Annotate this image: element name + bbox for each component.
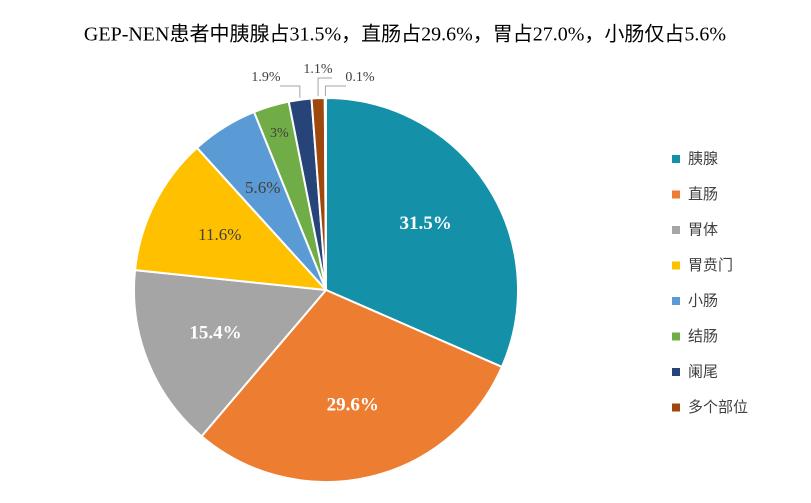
- data-label: 1.1%: [303, 62, 333, 77]
- data-label: 15.4%: [189, 323, 241, 344]
- data-label: 1.9%: [251, 70, 281, 85]
- pie-slice: [325, 96, 519, 369]
- legend-label: 直肠: [688, 185, 718, 203]
- data-label: 11.6%: [198, 225, 241, 244]
- data-label: 0.1%: [345, 70, 375, 85]
- data-label: 31.5%: [399, 213, 451, 234]
- legend-label: 胰腺: [688, 150, 718, 168]
- legend-swatch: [672, 368, 680, 376]
- legend-label: 结肠: [688, 327, 718, 345]
- data-label: 5.6%: [245, 178, 280, 197]
- data-label: 3%: [270, 126, 289, 141]
- leader-line: [324, 85, 346, 97]
- leader-line: [280, 85, 301, 98]
- legend-label: 胃体: [688, 221, 718, 239]
- legend-label: 胃贲门: [688, 256, 733, 274]
- legend-swatch: [672, 190, 680, 199]
- legend-swatch: [672, 155, 680, 163]
- legend-label: 小肠: [688, 292, 718, 310]
- legend-swatch: [672, 403, 680, 412]
- leader-line: [317, 77, 332, 97]
- data-label: 29.6%: [327, 394, 379, 415]
- pie-slice: [133, 146, 329, 292]
- legend-swatch: [672, 261, 680, 270]
- legend-swatch: [672, 226, 680, 234]
- pie-slice: [323, 96, 327, 291]
- legend-label: 阑尾: [688, 363, 718, 381]
- legend-swatch: [672, 332, 680, 341]
- legend-label: 多个部位: [688, 398, 748, 416]
- legend-swatch: [672, 297, 680, 305]
- pie-slice: [200, 288, 504, 483]
- pie-slice: [133, 268, 328, 438]
- chart-title: GEP-NEN患者中胰腺占31.5%，直肠占29.6%，胃占27.0%，小肠仅占…: [84, 23, 726, 46]
